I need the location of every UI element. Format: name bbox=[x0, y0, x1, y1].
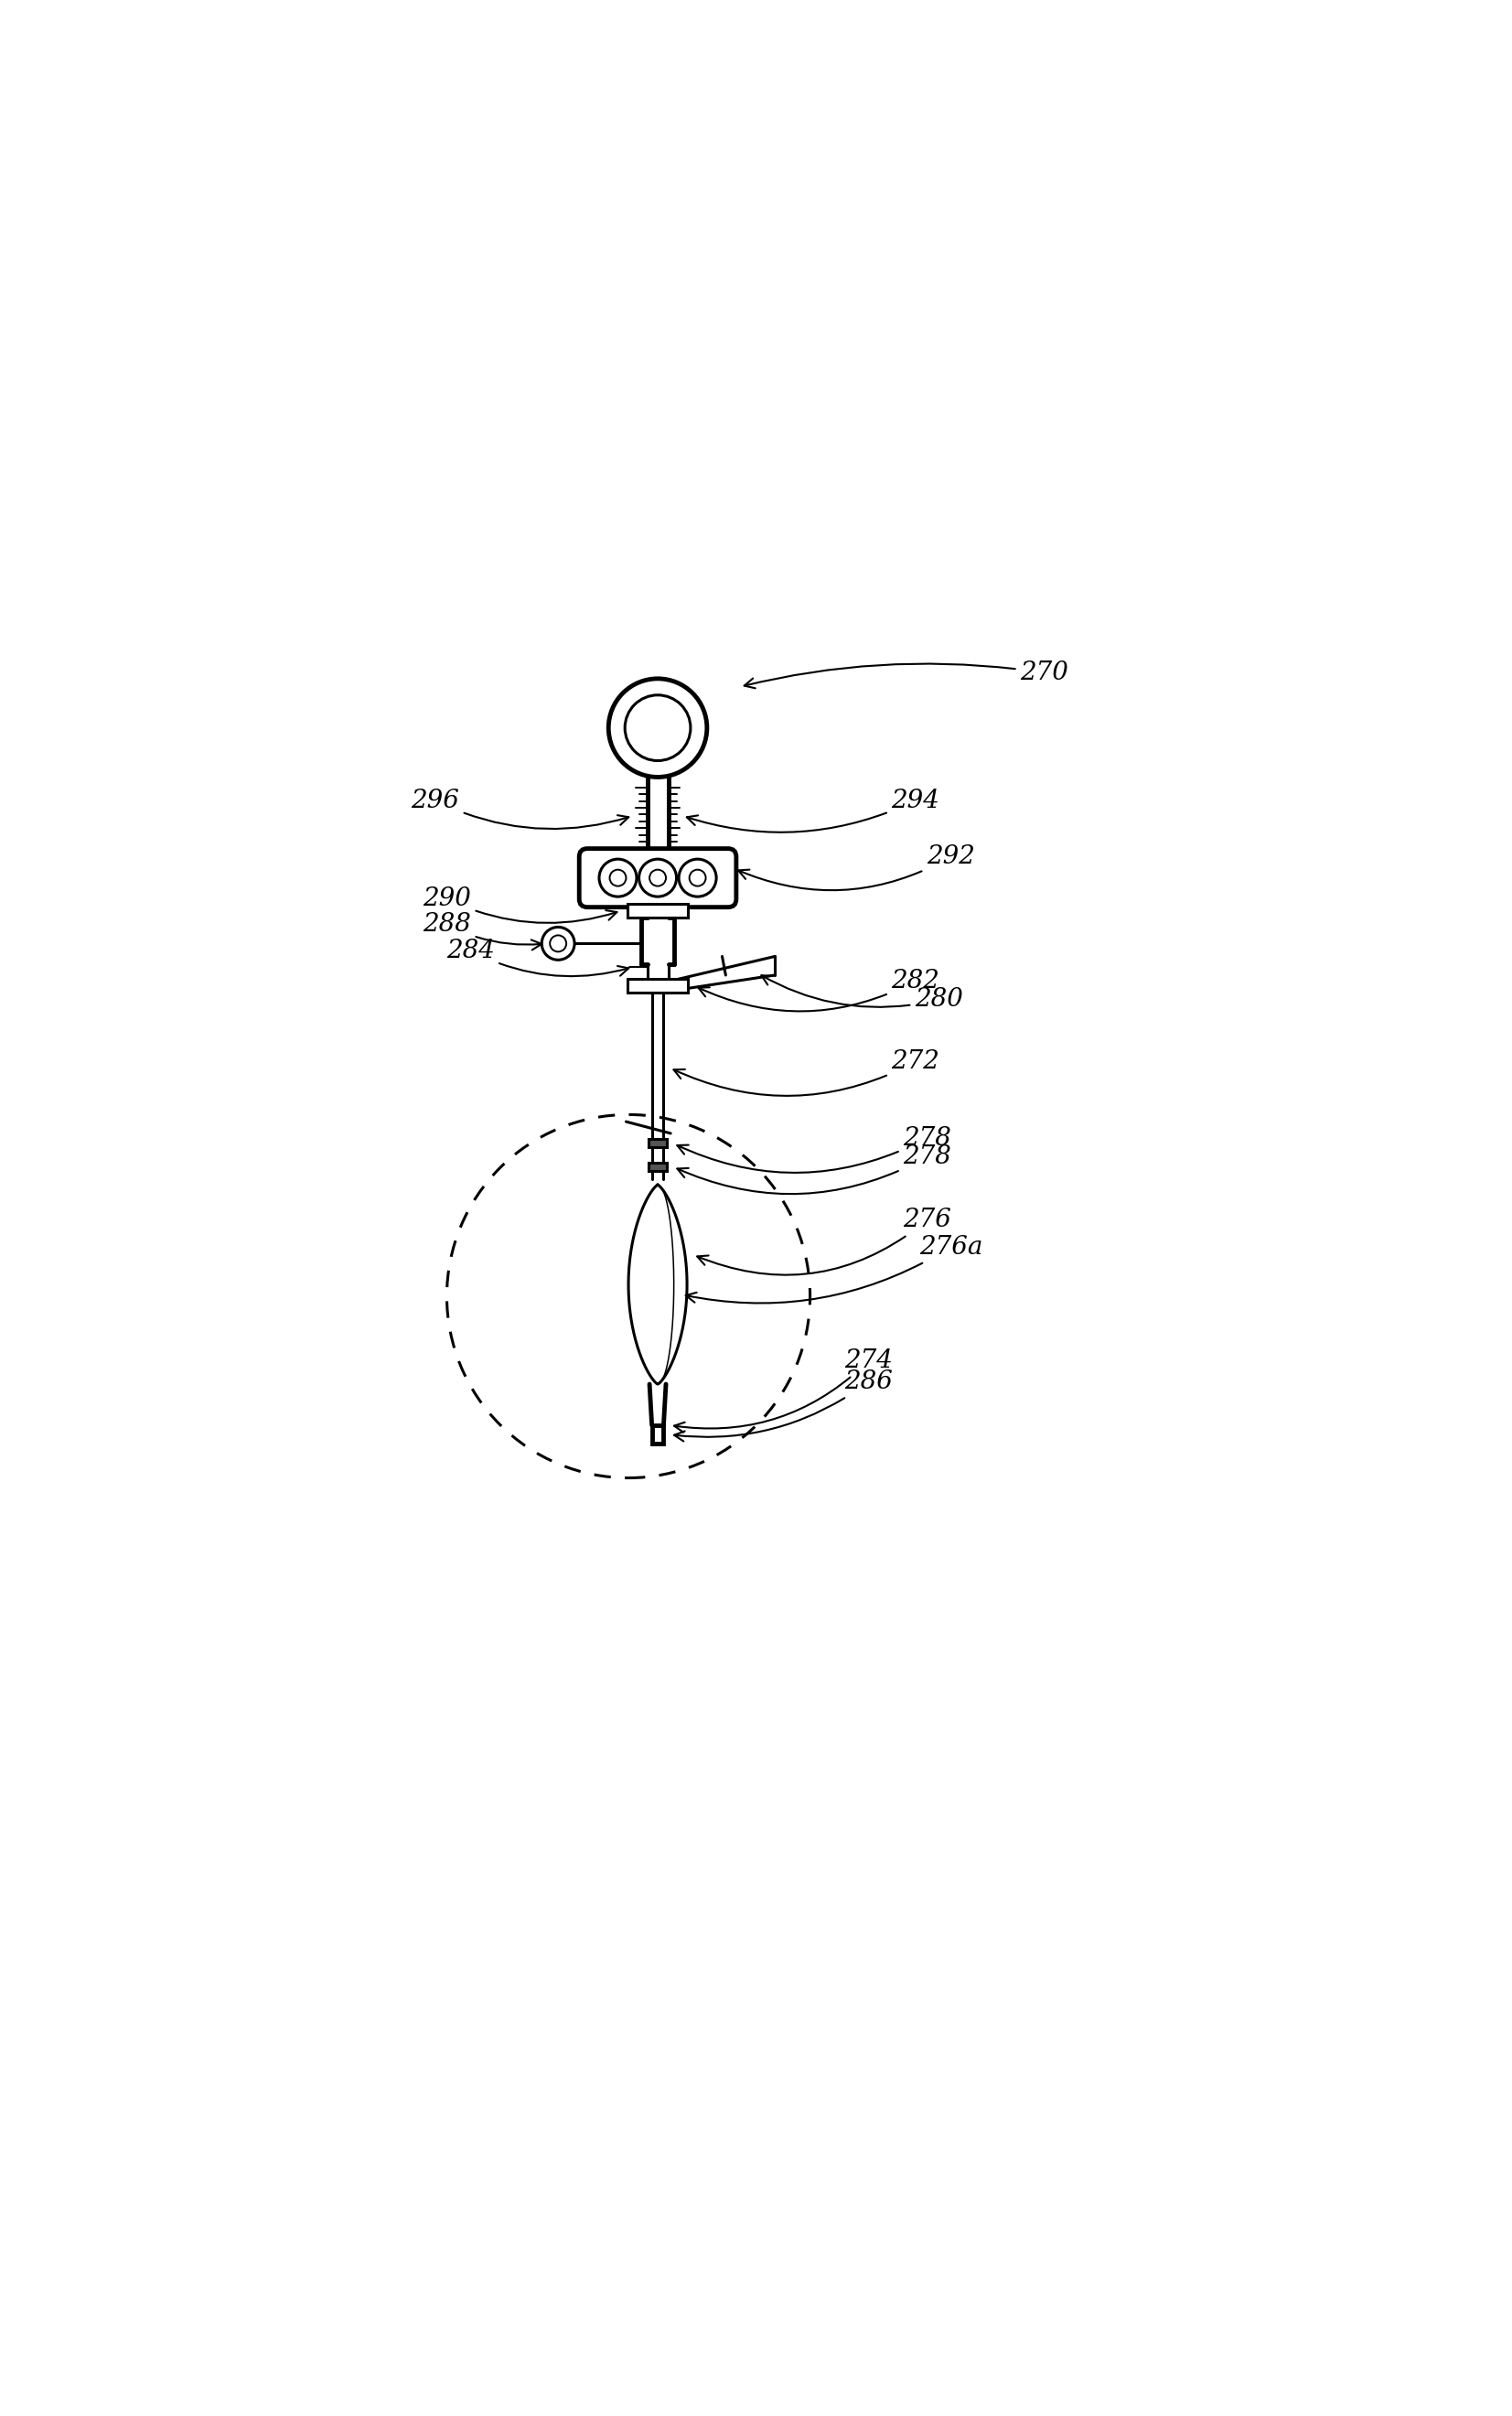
Bar bbox=[649, 1162, 667, 1172]
Text: 278: 278 bbox=[677, 1145, 951, 1194]
Text: 280: 280 bbox=[762, 976, 963, 1012]
Circle shape bbox=[599, 860, 637, 896]
Text: 294: 294 bbox=[686, 788, 939, 831]
Bar bbox=[627, 978, 688, 993]
Circle shape bbox=[609, 870, 626, 887]
Text: 272: 272 bbox=[674, 1049, 939, 1097]
Circle shape bbox=[624, 696, 691, 761]
Circle shape bbox=[550, 935, 567, 952]
Circle shape bbox=[640, 860, 676, 896]
Text: 278: 278 bbox=[677, 1126, 951, 1172]
Text: 276a: 276a bbox=[686, 1235, 983, 1302]
Text: 288: 288 bbox=[423, 913, 541, 949]
Circle shape bbox=[650, 870, 665, 887]
Text: 286: 286 bbox=[674, 1370, 892, 1442]
Bar bbox=[627, 904, 688, 918]
Bar bbox=[652, 1425, 664, 1445]
FancyBboxPatch shape bbox=[579, 848, 736, 906]
Text: 274: 274 bbox=[674, 1348, 892, 1433]
Circle shape bbox=[679, 860, 717, 896]
Circle shape bbox=[541, 928, 575, 959]
Text: 284: 284 bbox=[446, 937, 629, 976]
Text: 270: 270 bbox=[744, 660, 1069, 689]
Circle shape bbox=[608, 679, 708, 778]
Text: 296: 296 bbox=[411, 788, 629, 829]
Circle shape bbox=[689, 870, 706, 887]
Text: 276: 276 bbox=[697, 1208, 951, 1276]
Text: 290: 290 bbox=[423, 887, 617, 923]
Text: 282: 282 bbox=[699, 969, 939, 1012]
Text: 292: 292 bbox=[738, 846, 975, 889]
Bar bbox=[649, 1140, 667, 1148]
